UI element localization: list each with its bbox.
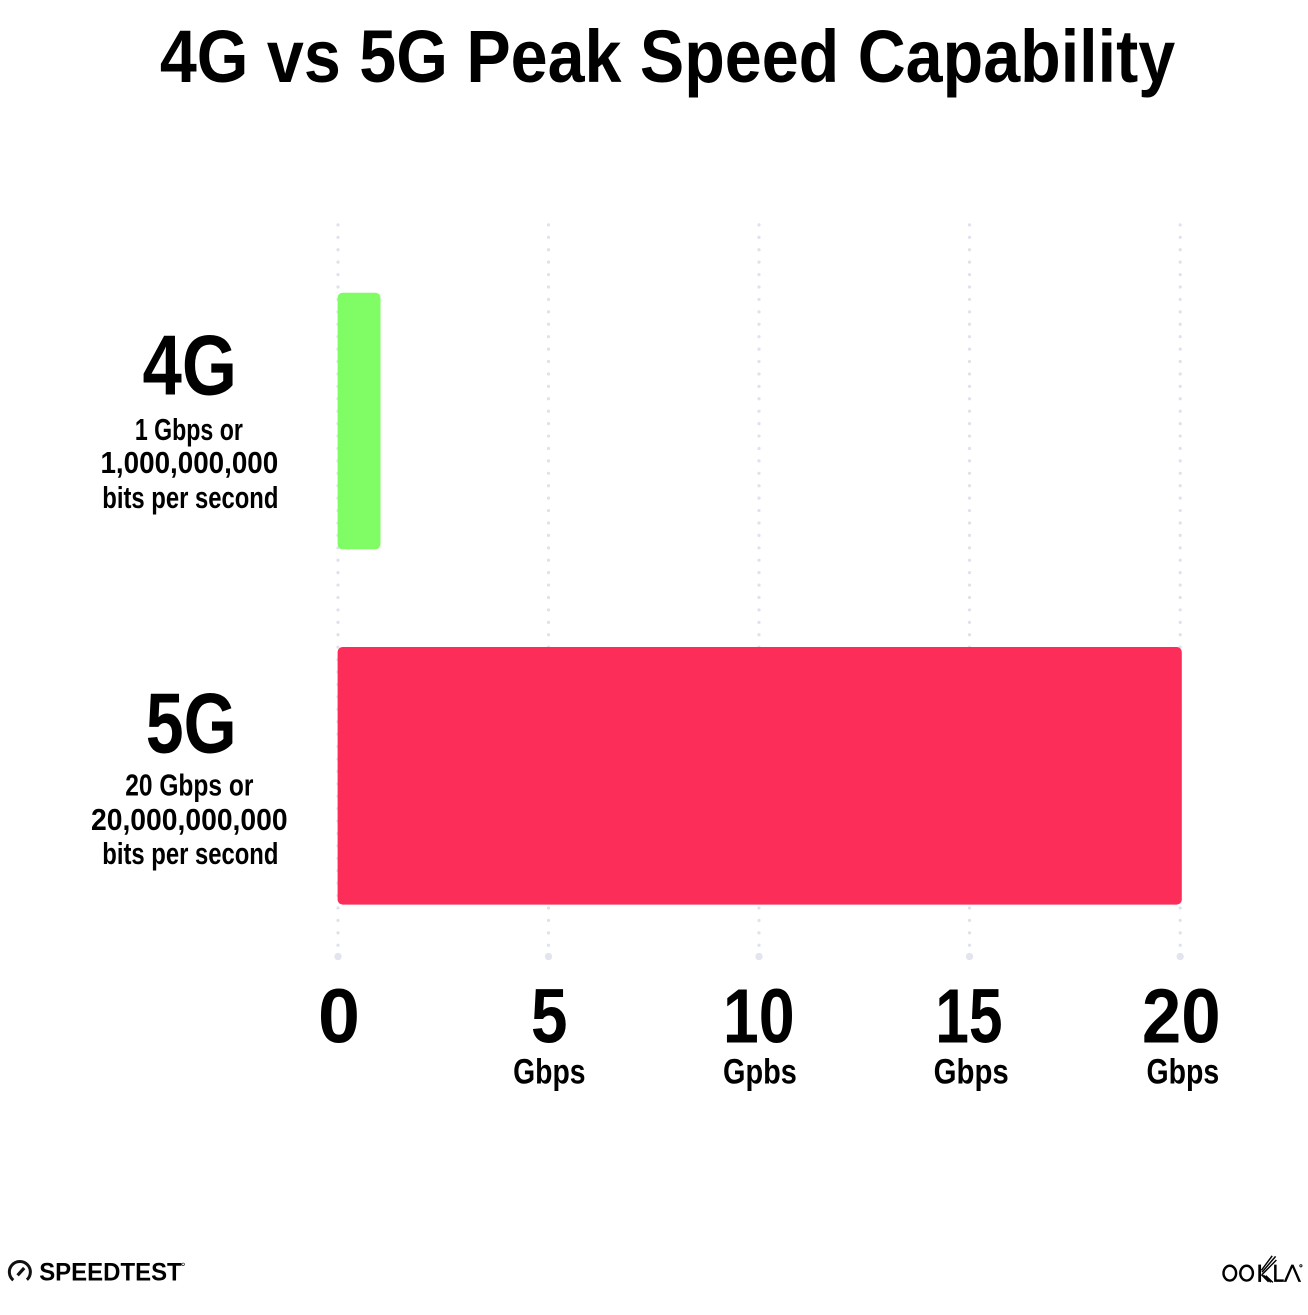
svg-text:20: 20 (1142, 973, 1221, 1059)
svg-text:1 Gbps or: 1 Gbps or (135, 412, 243, 447)
svg-text:15: 15 (935, 972, 1002, 1059)
svg-text:5: 5 (531, 974, 568, 1060)
svg-text:Gbps: Gbps (1146, 1052, 1219, 1092)
svg-text:Gbps: Gbps (934, 1052, 1009, 1091)
svg-text:4G vs 5G Peak Speed Capability: 4G vs 5G Peak Speed Capability (160, 15, 1175, 98)
svg-text:20 Gbps or: 20 Gbps or (125, 768, 253, 802)
svg-text:4G: 4G (142, 317, 236, 413)
svg-text:Gbps: Gbps (513, 1052, 585, 1092)
svg-text:10: 10 (723, 974, 795, 1060)
svg-text:5G: 5G (146, 676, 237, 771)
svg-text:Gpbs: Gpbs (723, 1052, 797, 1091)
svg-text:1,000,000,000: 1,000,000,000 (100, 446, 278, 481)
svg-text:0: 0 (318, 974, 360, 1060)
svg-text:bits per second: bits per second (102, 480, 278, 515)
svg-text:SPEEDTEST: SPEEDTEST (39, 1259, 182, 1286)
svg-text:20,000,000,000: 20,000,000,000 (91, 803, 288, 837)
svg-text:bits per second: bits per second (102, 836, 278, 871)
